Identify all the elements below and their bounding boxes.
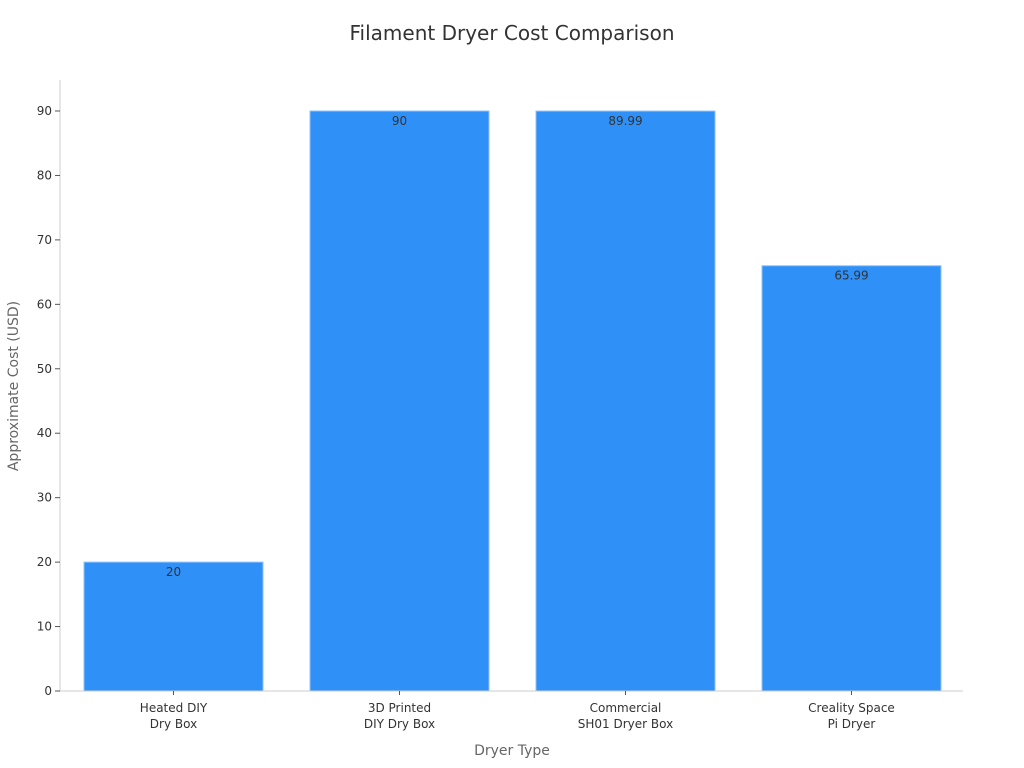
x-axis: Heated DIY Dry Box 3D Printed DIY Dry Box Co… xyxy=(60,690,963,731)
x-tick-label: Commercial xyxy=(590,701,662,715)
bar-value-label: 20 xyxy=(166,565,181,579)
bar-value-label: 65.99 xyxy=(834,269,868,283)
bars: 20 90 89.99 65.99 xyxy=(83,110,942,692)
y-axis: 0 10 20 30 40 50 60 70 80 90 xyxy=(37,80,61,698)
y-tick-label: 90 xyxy=(37,104,52,118)
y-axis-label: Approximate Cost (USD) xyxy=(6,301,22,471)
bar: 20 xyxy=(83,561,264,692)
x-tick-label: Heated DIY xyxy=(140,701,208,715)
x-axis-label: Dryer Type xyxy=(474,743,550,759)
bar: 90 xyxy=(309,110,490,692)
chart-title: Filament Dryer Cost Comparison xyxy=(350,21,675,45)
y-tick-label: 50 xyxy=(37,362,52,376)
y-tick-label: 20 xyxy=(37,555,52,569)
x-tick-label: SH01 Dryer Box xyxy=(578,717,673,731)
bar-value-label: 89.99 xyxy=(608,114,642,128)
x-tick-label: 3D Printed xyxy=(368,701,431,715)
y-tick-label: 40 xyxy=(37,426,52,440)
x-tick-label: Pi Dryer xyxy=(828,717,876,731)
y-tick-label: 70 xyxy=(37,233,52,247)
x-tick-label: Creality Space xyxy=(808,701,895,715)
bar: 65.99 xyxy=(761,265,942,692)
y-tick-label: 30 xyxy=(37,491,52,505)
x-tick-label: DIY Dry Box xyxy=(364,717,435,731)
x-tick-label: Dry Box xyxy=(150,717,197,731)
y-tick-label: 60 xyxy=(37,297,52,311)
bar-value-label: 90 xyxy=(392,114,407,128)
y-tick-label: 80 xyxy=(37,168,52,182)
y-tick-label: 10 xyxy=(37,620,52,634)
y-tick-label: 0 xyxy=(44,684,52,698)
bar: 89.99 xyxy=(535,110,716,692)
